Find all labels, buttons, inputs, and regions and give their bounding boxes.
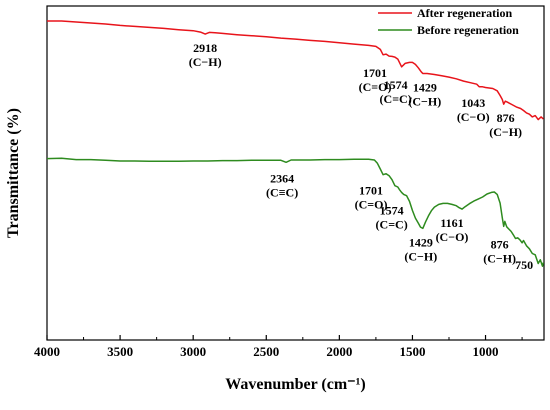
peak-wavenumber-label: 750 (515, 258, 533, 272)
peak-group-label: (C=O) (359, 80, 392, 94)
peak-group-label: (C≡C) (266, 185, 298, 199)
peak-wavenumber-label: 1574 (384, 78, 408, 92)
x-axis-title: Wavenumber (cm⁻¹) (225, 376, 365, 393)
peak-group-label: (C=C) (376, 217, 408, 231)
peak-wavenumber-label: 1701 (363, 66, 387, 80)
peak-group-label: (C−H) (489, 125, 522, 139)
legend-label-before: Before regeneration (417, 23, 519, 37)
peak-wavenumber-label: 1574 (380, 203, 404, 217)
peak-group-label: (C−H) (408, 94, 441, 108)
peak-wavenumber-label: 2364 (270, 171, 294, 185)
peak-group-label: (C−O) (436, 230, 469, 244)
peak-group-label: (C=O) (355, 198, 388, 212)
peak-wavenumber-label: 2918 (193, 41, 217, 55)
x-tick-label: 2500 (253, 344, 279, 359)
x-axis: 4000 3500 3000 2500 2000 1500 1000 (34, 335, 523, 359)
plot-area: 2918(C−H)1701(C=O)1574(C=C)1429(C−H) 1043… (46, 5, 545, 341)
plot-frame (46, 5, 545, 341)
peak-group-label: (C=C) (380, 92, 412, 106)
x-tick-label: 3500 (107, 344, 133, 359)
peak-group-label: (C−H) (404, 249, 437, 263)
peak-group-label: (C−H) (189, 55, 222, 69)
x-tick-label: 3000 (180, 344, 206, 359)
peak-wavenumber-label: 876 (491, 237, 509, 251)
legend-label-after: After regeneration (417, 6, 513, 20)
peak-wavenumber-label: 1161 (440, 216, 463, 230)
peak-wavenumber-label: 1429 (413, 80, 437, 94)
series-line-before-regeneration (46, 157, 545, 267)
x-tick-label: 1000 (473, 344, 499, 359)
x-tick-label: 4000 (34, 344, 60, 359)
x-tick-label: 1500 (399, 344, 425, 359)
x-tick-label: 2000 (326, 344, 352, 359)
peak-wavenumber-label: 1701 (359, 184, 383, 198)
legend: After regeneration Before regeneration (378, 6, 519, 37)
peak-wavenumber-label: 876 (497, 111, 515, 125)
series-line-after-regeneration (47, 20, 544, 121)
annotation-group: 2918(C−H)1701(C=O)1574(C=C)1429(C−H) 1043… (189, 41, 533, 272)
y-axis-title: Transmittance (%) (5, 108, 22, 238)
peak-group-label: (C−O) (457, 110, 490, 124)
peak-group-label: (C−H) (483, 251, 516, 265)
peak-wavenumber-label: 1043 (461, 96, 485, 110)
peak-wavenumber-label: 1429 (409, 235, 433, 249)
series-group (46, 20, 545, 267)
